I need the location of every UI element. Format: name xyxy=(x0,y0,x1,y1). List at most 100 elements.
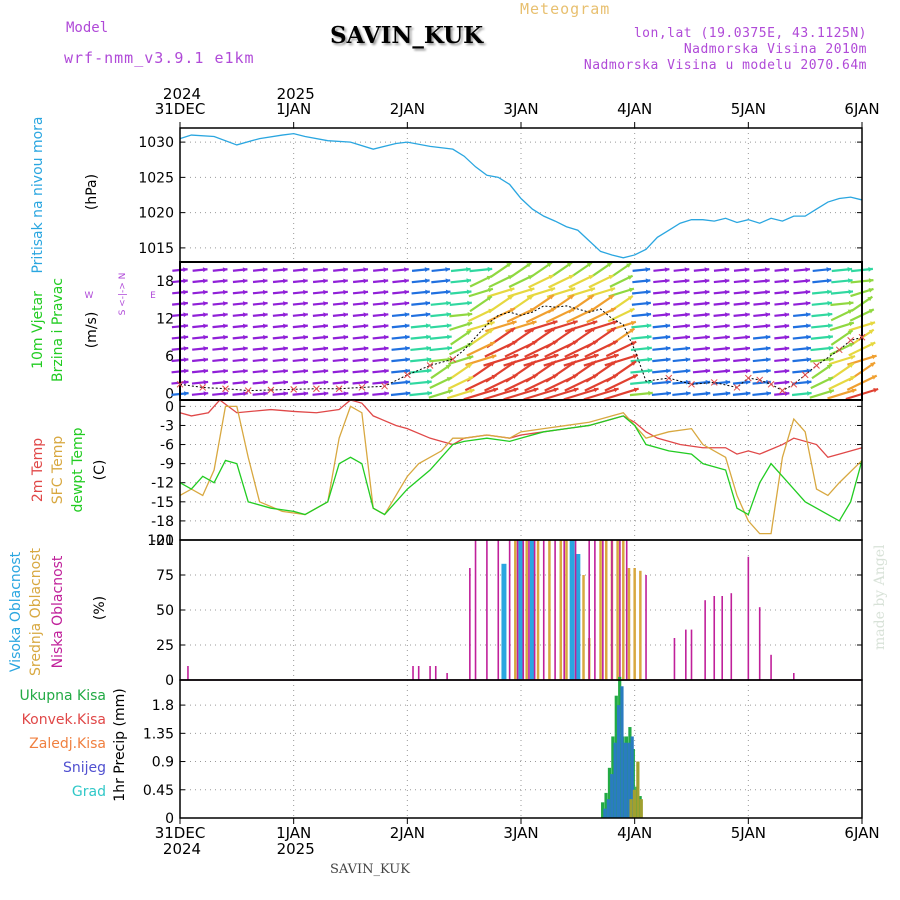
wind-arrow-head xyxy=(404,323,410,329)
wind-arrow-head xyxy=(363,357,369,363)
wind-speed-marker xyxy=(267,386,275,394)
wind-speed-marker xyxy=(779,387,786,394)
wind-arrow-head xyxy=(282,278,288,284)
wind-arrow-head xyxy=(665,334,671,340)
wind-arrow-head xyxy=(745,346,750,351)
y-tick-label: 1030 xyxy=(138,135,174,151)
wind-arrow-head xyxy=(323,301,328,306)
wind-arrow-head xyxy=(222,301,228,306)
wind-speed-marker xyxy=(688,380,695,388)
wind-arrow xyxy=(525,306,557,324)
legend-hail: Grad xyxy=(72,784,106,800)
wind-arrow-head xyxy=(384,391,389,396)
wind-arrow-head xyxy=(263,368,268,374)
wind-speed-marker xyxy=(847,337,854,344)
wind-arrow-head xyxy=(467,300,472,306)
wind-arrow-head xyxy=(610,307,616,313)
wind-arrow-head xyxy=(848,363,854,368)
wind-speed-marker xyxy=(790,380,798,388)
wind-arrow-head xyxy=(784,380,790,385)
wind-arrow-head xyxy=(467,321,473,327)
wind-background xyxy=(180,262,862,400)
wind-arrow-head xyxy=(626,263,632,268)
wind-arrow-head xyxy=(586,262,592,268)
wind-arrow-head xyxy=(805,267,810,273)
wind-arrow xyxy=(584,320,618,333)
wind-arrow xyxy=(504,340,538,358)
cloud-mid-bar xyxy=(605,540,608,680)
wind-arrow-head xyxy=(665,312,670,318)
wind-arrow-head xyxy=(323,368,329,374)
wind-arrow xyxy=(508,274,534,289)
wind-arrow-head xyxy=(765,323,771,329)
wind-arrow-head xyxy=(426,357,432,362)
wind-arrow-head xyxy=(705,391,711,396)
wind-arrow-head xyxy=(588,295,594,300)
cloud-low-bar xyxy=(563,540,565,680)
wind-arrow-head xyxy=(404,312,410,318)
precip-snow-bar xyxy=(620,686,624,818)
wind-arrow-head xyxy=(405,357,410,363)
wind-arrow-head xyxy=(486,296,492,301)
wind-arrow-head xyxy=(263,391,268,397)
wind-arrow xyxy=(548,274,575,289)
precip-frozen-bar xyxy=(632,789,637,818)
wind-arrow-head xyxy=(487,266,493,272)
wind-arrow-head xyxy=(446,312,452,317)
wind-arrow-head xyxy=(784,301,790,306)
wind-arrow-head xyxy=(806,334,811,340)
wind-arrow-head xyxy=(685,357,691,363)
wind-arrow-head xyxy=(343,323,349,329)
wind-arrow-head xyxy=(283,323,288,329)
wind-arrow-head xyxy=(468,376,474,381)
wind-arrow-head xyxy=(467,343,473,348)
y-tick-label: 100 xyxy=(147,533,174,549)
wind-arrow xyxy=(564,320,598,333)
wind-arrow-head xyxy=(383,323,389,329)
wind-arrow-head xyxy=(183,334,189,340)
wind-arrow-head xyxy=(283,346,288,351)
wind-arrow xyxy=(503,387,539,401)
wind-arrow-head xyxy=(588,275,594,280)
y-tick-label: 0 xyxy=(165,387,174,403)
cloud-low-bar xyxy=(542,540,545,680)
wind-arrow-head xyxy=(262,278,268,284)
cloud-mid-bar xyxy=(536,540,540,680)
wind-arrow-head xyxy=(744,267,750,273)
wind-arrow-head xyxy=(745,391,751,396)
wind-arrow xyxy=(503,353,539,367)
wind-arrow-head xyxy=(531,340,537,346)
wind-speed-marker xyxy=(449,355,457,363)
wind-arrow xyxy=(504,373,538,392)
y-tick-label: 12 xyxy=(156,311,174,327)
station-title: SAVIN_KUK xyxy=(330,22,484,49)
cloud-low-bar xyxy=(611,540,613,680)
wind-arrow-head xyxy=(384,368,389,374)
cloud-mid-bar xyxy=(616,540,619,680)
wind-arrow-head xyxy=(591,361,597,366)
wind-arrow-head xyxy=(665,346,671,351)
wind-arrow-head xyxy=(243,368,248,374)
wind-arrow-head xyxy=(343,267,348,273)
wind-arrow-head xyxy=(243,357,248,363)
wind-arrow-head xyxy=(512,374,518,379)
wind-unit-label: (m/s) xyxy=(84,312,100,349)
precip-snow-bar xyxy=(603,808,607,818)
pressure-axis-label: Pritisak na nivou mora xyxy=(30,116,46,273)
x-tick-label-top: 4JAN xyxy=(617,100,652,118)
wind-arrow xyxy=(604,373,639,392)
cloud-mid-bar xyxy=(559,540,563,680)
wind-arrow-head xyxy=(424,278,430,284)
wind-arrow-head xyxy=(262,267,268,273)
wind-arrow-head xyxy=(183,312,188,318)
y-tick-label: 0 xyxy=(165,673,174,689)
wind-speed-marker xyxy=(199,384,207,391)
wind-arrow-head xyxy=(383,301,389,306)
wind-arrow-head xyxy=(488,329,494,334)
wind-arrow-head xyxy=(343,391,349,397)
wind-arrow-head xyxy=(323,278,328,284)
cloud-mid-axis-label: Srednja Oblacnost xyxy=(28,548,44,676)
wind-arrow-head xyxy=(645,267,651,272)
cloud-high-bar xyxy=(518,540,524,680)
wind-arrow-head xyxy=(507,275,513,280)
